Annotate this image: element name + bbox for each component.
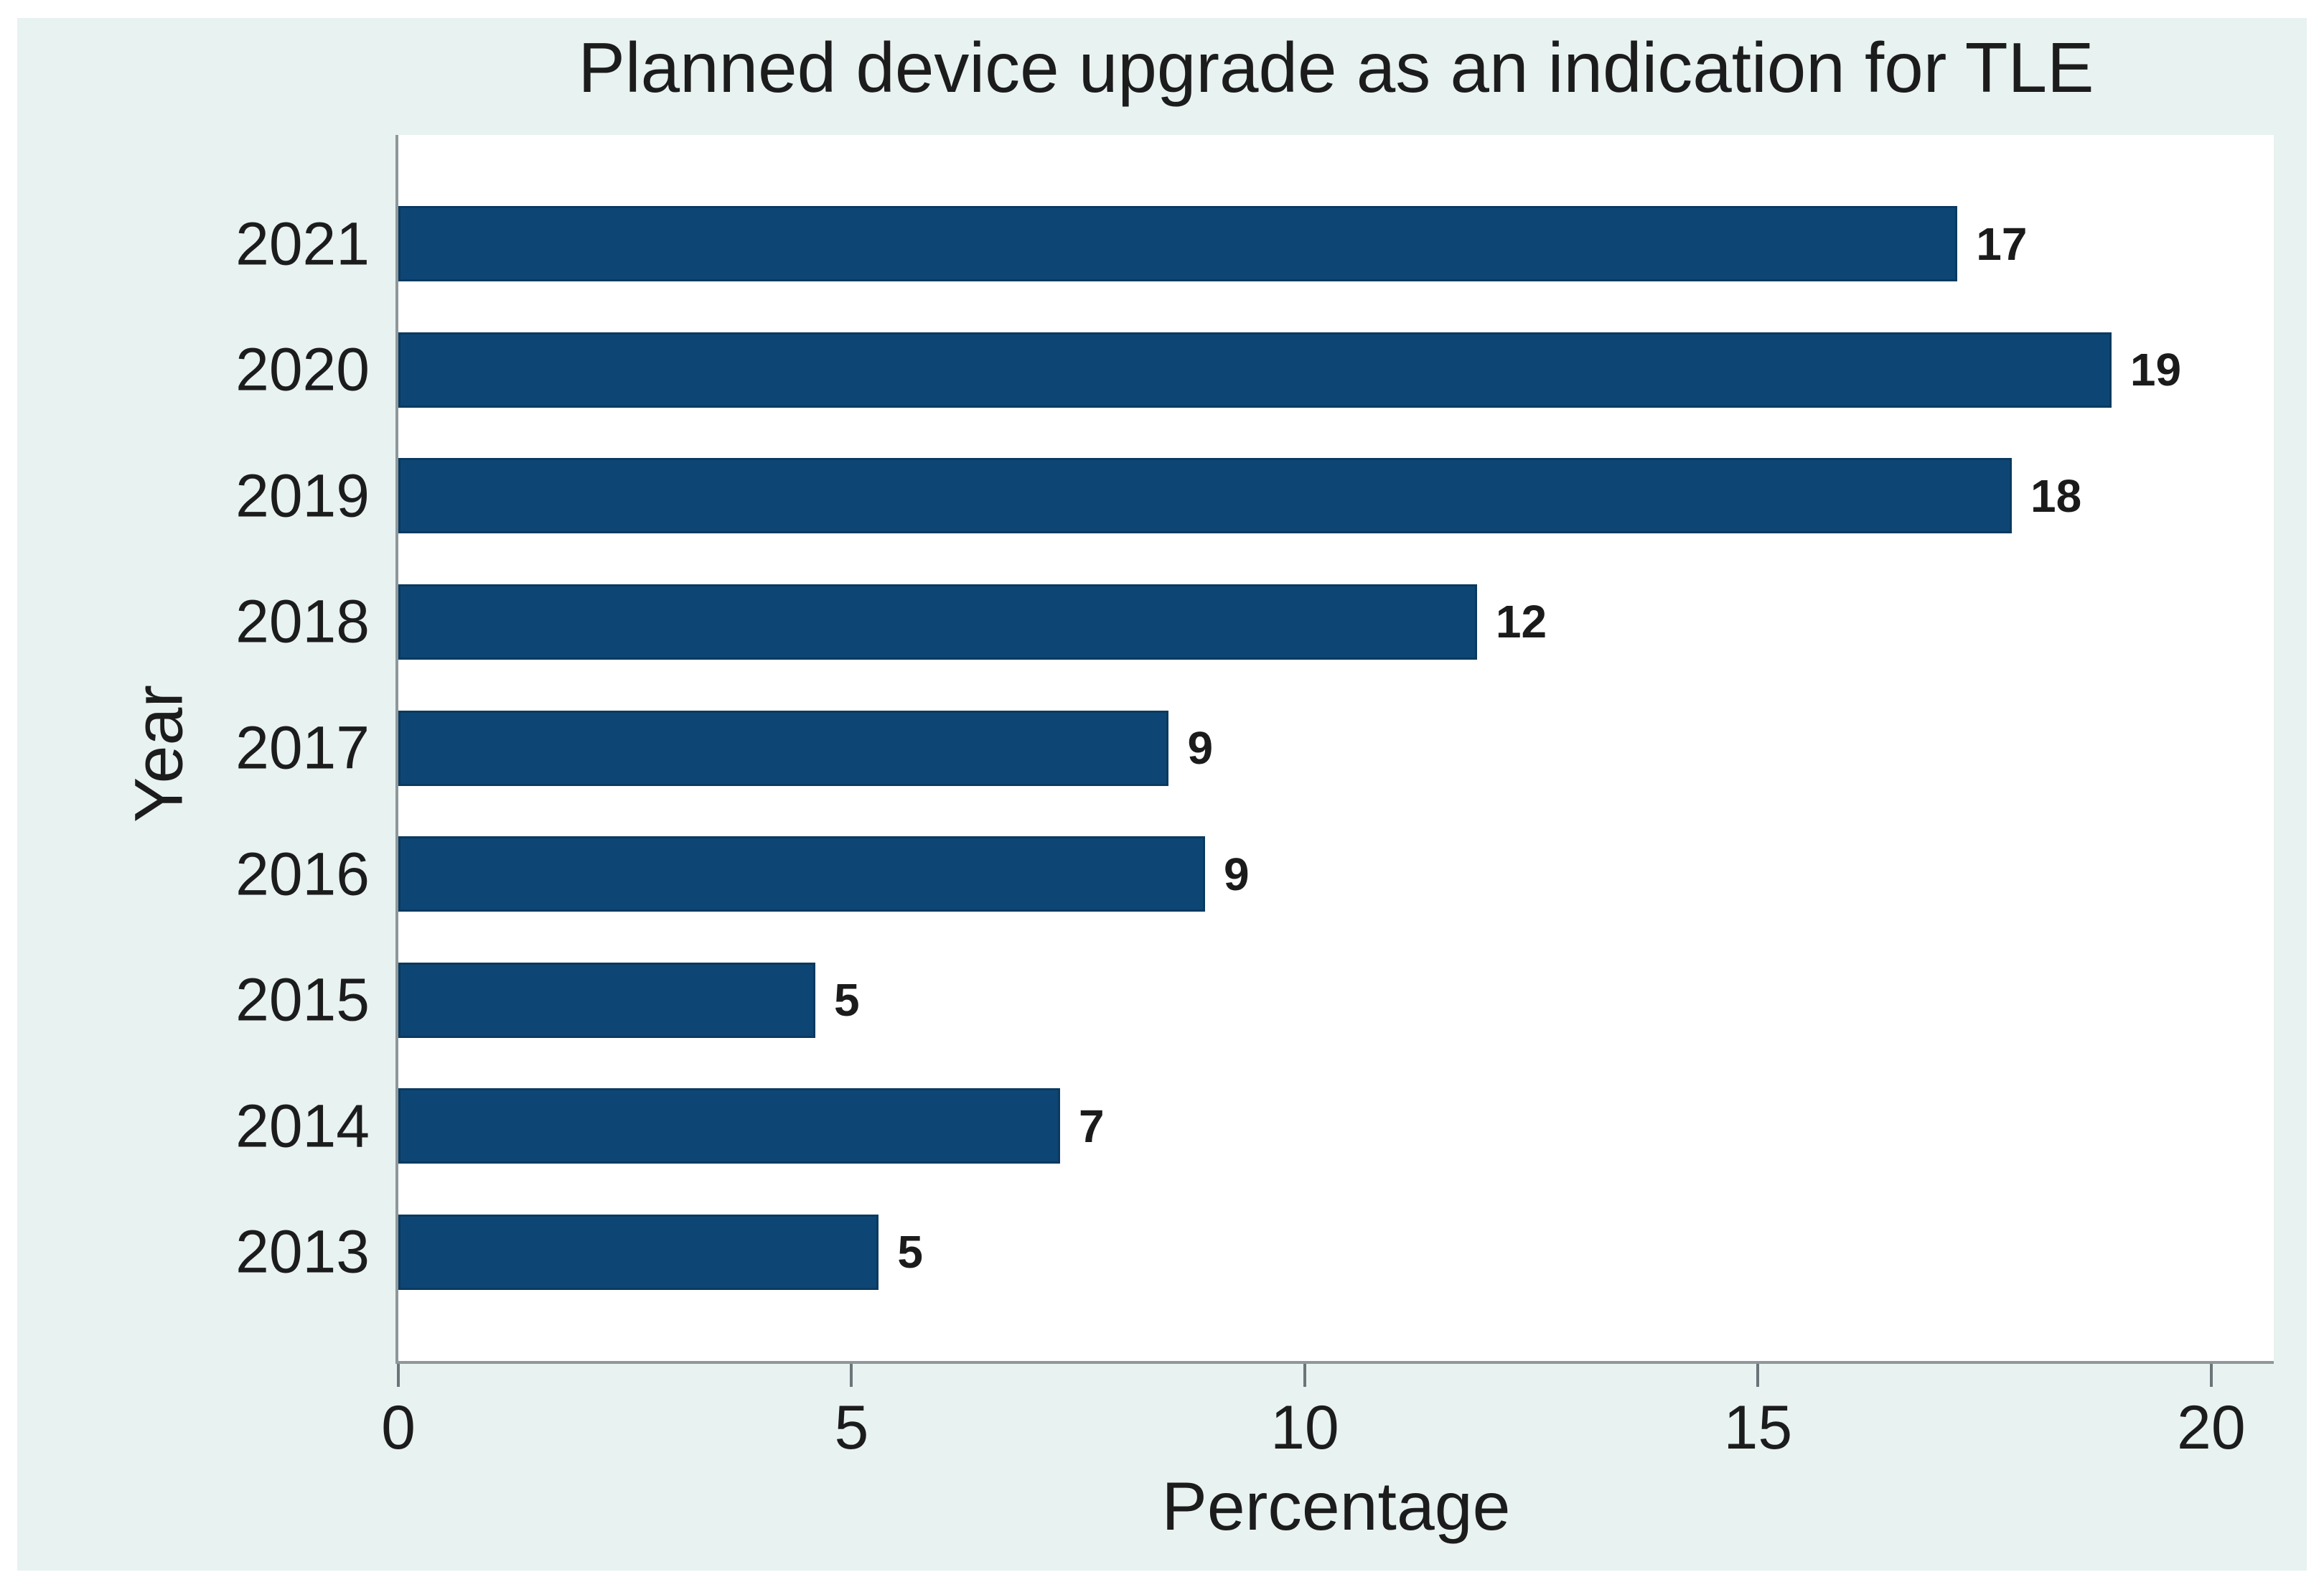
bar-value-label: 17 bbox=[1976, 218, 2028, 270]
plot-area: 2021 17 2020 19 2019 18 2018 12 2017 9 2016 9 2015 5 2… bbox=[235, 135, 2274, 1364]
bar-value-label: 19 bbox=[2129, 344, 2182, 396]
y-tick-label: 2021 bbox=[235, 210, 370, 278]
y-tick-label: 2017 bbox=[235, 714, 370, 782]
bar bbox=[398, 710, 1169, 786]
x-tick-label: 0 bbox=[381, 1393, 416, 1462]
y-tick-label: 2020 bbox=[235, 335, 370, 403]
bar-row: 2016 9 bbox=[235, 811, 2274, 937]
y-tick-label: 2013 bbox=[235, 1217, 370, 1286]
bar-row: 2018 12 bbox=[235, 559, 2274, 686]
x-tick-mark bbox=[1756, 1364, 1760, 1387]
x-tick-mark bbox=[2209, 1364, 2213, 1387]
x-tick-mark bbox=[397, 1364, 400, 1387]
bar-value-label: 18 bbox=[2030, 469, 2082, 522]
bar-value-label: 12 bbox=[1495, 596, 1547, 648]
bar bbox=[398, 1214, 879, 1290]
x-tick-label: 15 bbox=[1723, 1393, 1793, 1462]
bar-value-label: 9 bbox=[1224, 848, 1250, 900]
x-tick-label: 20 bbox=[2177, 1393, 2246, 1462]
bar-rows-container: 2021 17 2020 19 2019 18 2018 12 2017 9 2016 9 2015 5 2… bbox=[235, 135, 2274, 1361]
x-tick-mark bbox=[850, 1364, 853, 1387]
y-tick-label: 2016 bbox=[235, 840, 370, 908]
bar-row: 2019 18 bbox=[235, 433, 2274, 559]
bar bbox=[398, 1088, 1060, 1164]
bar-row: 2017 9 bbox=[235, 685, 2274, 811]
bar-row: 2021 17 bbox=[235, 181, 2274, 307]
bar bbox=[398, 962, 815, 1038]
bar bbox=[398, 458, 2012, 534]
chart-background: Planned device upgrade as an indication … bbox=[17, 18, 2307, 1571]
bar bbox=[398, 836, 1205, 912]
x-tick-label: 10 bbox=[1270, 1393, 1339, 1462]
y-tick-label: 2019 bbox=[235, 462, 370, 530]
bar-value-label: 7 bbox=[1078, 1100, 1105, 1152]
bar bbox=[398, 206, 1958, 282]
bar bbox=[398, 584, 1477, 660]
x-tick-mark bbox=[1303, 1364, 1306, 1387]
bar-value-label: 9 bbox=[1187, 722, 1214, 775]
bar-value-label: 5 bbox=[897, 1226, 923, 1278]
y-tick-label: 2014 bbox=[235, 1092, 370, 1160]
y-tick-label: 2015 bbox=[235, 965, 370, 1034]
x-tick-label: 5 bbox=[834, 1393, 869, 1462]
bar-row: 2013 5 bbox=[235, 1189, 2274, 1316]
bar-row: 2015 5 bbox=[235, 937, 2274, 1063]
bar-row: 2020 19 bbox=[235, 307, 2274, 434]
chart-title: Planned device upgrade as an indication … bbox=[578, 28, 2094, 107]
x-axis: 0 5 10 15 20 bbox=[381, 1364, 2274, 1507]
y-axis-title: Year bbox=[121, 685, 197, 823]
y-tick-label: 2018 bbox=[235, 587, 370, 655]
bar-value-label: 5 bbox=[833, 974, 860, 1026]
bar-row: 2014 7 bbox=[235, 1063, 2274, 1189]
bar bbox=[398, 332, 2112, 408]
x-axis-title: Percentage bbox=[1161, 1469, 1511, 1545]
